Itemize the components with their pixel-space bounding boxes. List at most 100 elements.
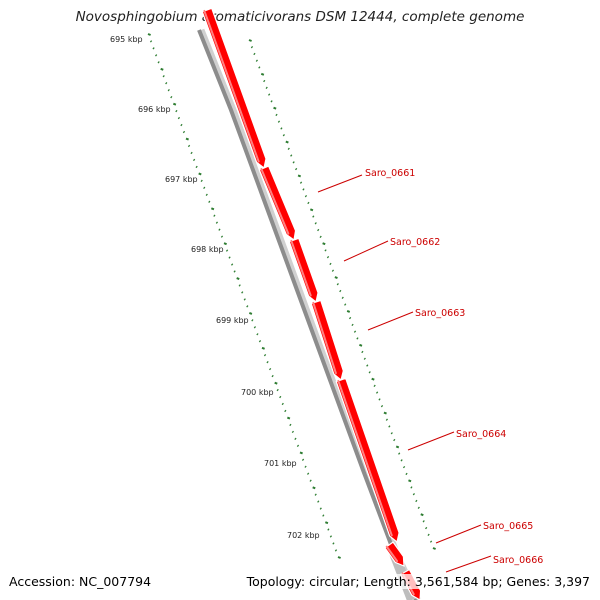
tick-mark-minor [388,425,391,428]
tick-mark-major [297,174,302,178]
tick-mark-major [285,140,289,144]
tick-mark-minor [167,89,170,92]
tick-mark-minor [182,130,186,134]
tick-mark-minor [422,520,425,523]
tick-mark-minor [332,542,335,545]
tick-label: 698 kbp [191,245,224,254]
tick-mark-major [432,547,436,550]
tick-mark-major [312,486,316,490]
tick-mark-minor [165,82,168,85]
tick-mark-minor [187,144,191,148]
tick-layer: 695 kbp 696 kbp 697 kbp 698 kbp 699 kbp 700 k… [110,33,436,559]
tick-mark-major [261,346,265,350]
tick-mark-minor [205,193,208,196]
tick-mark-minor [225,249,229,252]
tick-mark-minor [213,214,216,217]
gene-leader-line [435,524,482,544]
tick-mark-minor [175,109,178,113]
tick-mark-minor [258,340,262,343]
gene-layer [201,7,422,600]
tick-mark-minor [412,493,415,496]
tick-mark-minor [326,255,330,259]
gene-arrow-highlight [203,9,260,163]
tick-mark-minor [277,120,281,123]
tick-mark-major [359,343,363,347]
tick-mark-minor [309,479,312,482]
tick-mark-major [248,311,253,315]
tick-mark-minor [368,371,371,374]
tick-mark-minor [398,452,401,455]
tick-mark-minor [263,353,267,357]
tick-mark-major [371,377,375,381]
gene-label: Saro_0664 [456,429,506,440]
tick-label: 700 kbp [241,388,274,397]
tick-mark-minor [287,147,290,150]
tick-mark-minor [157,61,160,64]
tick-mark-major [346,309,351,313]
tick-mark-minor [280,127,283,130]
tick-mark-major [185,137,189,141]
gene-arrow-highlight [290,239,312,297]
tick-mark-major [172,102,177,106]
tick-mark-minor [378,398,381,401]
tick-mark-minor [296,444,300,448]
tick-mark-minor [319,235,322,239]
gene-label: Saro_0665 [483,521,533,532]
tick-mark-minor [190,151,193,155]
tick-mark-major [286,416,291,420]
gene-leader-line [445,555,492,573]
tick-mark-major [160,67,164,71]
tick-mark-minor [294,167,298,171]
tick-mark-minor [334,549,338,552]
tick-mark-major [322,242,326,246]
tick-mark-minor [233,270,236,273]
tick-mark-major [274,381,278,385]
label-layer: Saro_0661 Saro_0662 Saro_0663 Saro_0664 Saro… [317,168,543,573]
tick-mark-minor [251,319,254,322]
tick-mark-major [198,172,202,176]
tick-mark-minor [246,305,249,308]
tick-mark-minor [200,179,203,183]
tick-label: 697 kbp [165,175,198,184]
tick-mark-minor [361,350,364,354]
gene-leader-line [317,174,363,193]
tick-mark-minor [344,303,347,306]
genome-summary: Topology: circular; Length: 3,561,584 bp… [245,574,591,589]
tick-mark-minor [266,360,269,364]
tick-mark-major [408,479,412,483]
tick-mark-minor [192,158,196,162]
tick-mark-minor [265,86,268,89]
tick-mark-minor [314,222,317,225]
tick-mark-minor [380,404,384,408]
tick-mark-major [309,208,314,212]
tick-mark-minor [268,367,272,371]
tick-mark-minor [253,52,256,56]
tick-mark-minor [417,506,420,509]
tick-mark-minor [375,391,379,394]
tick-mark-minor [241,291,244,294]
gene-label: Saro_0666 [493,555,543,566]
tick-mark-minor [195,165,198,169]
tick-mark-minor [162,75,165,78]
tick-mark-minor [263,79,266,83]
tick-mark-minor [322,514,325,517]
tick-mark-minor [289,423,292,427]
tick-mark-minor [270,100,273,103]
tick-mark-minor [256,333,259,336]
tick-mark-minor [208,200,211,203]
tick-mark-minor [312,215,315,218]
gene-arrow-highlight [385,545,399,563]
tick-mark-minor [299,181,303,184]
tick-mark-minor [282,134,285,137]
tick-mark-minor [304,465,307,468]
tick-mark-major [334,276,338,280]
gene-arrow-highlight [312,301,337,375]
tick-mark-minor [291,430,295,434]
tick-mark-minor [177,116,181,120]
tick-mark-major [147,33,151,36]
tick-mark-minor [281,402,284,406]
tick-mark-minor [307,201,310,205]
tick-mark-minor [271,374,274,378]
tick-mark-minor [402,465,406,469]
tick-mark-minor [425,526,428,530]
